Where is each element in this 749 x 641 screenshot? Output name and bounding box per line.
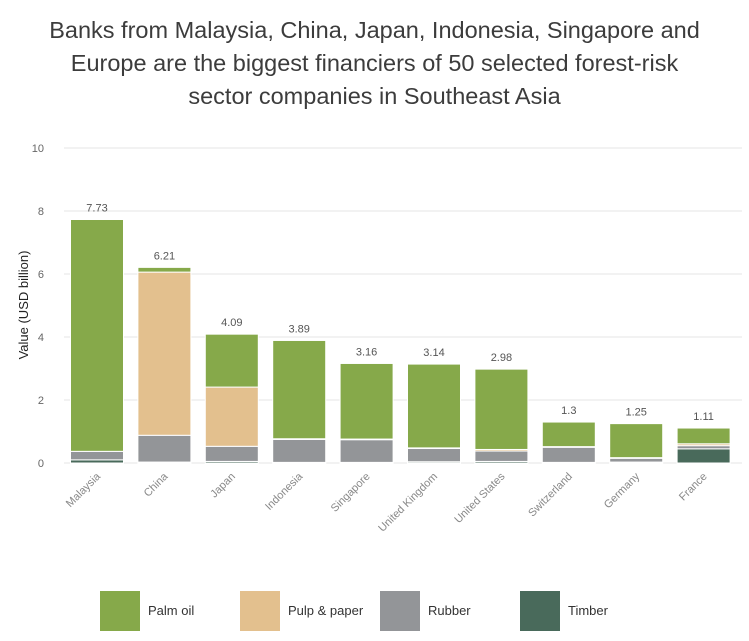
x-tick-label: United Kingdom — [376, 471, 440, 535]
legend-label: Timber — [568, 603, 608, 618]
y-tick-label: 8 — [38, 206, 44, 218]
bar-segment — [474, 368, 529, 450]
bar-segment — [70, 219, 124, 452]
x-tick-label: Indonesia — [263, 470, 306, 513]
chart-title-line-2: Europe are the biggest financiers of 50 … — [70, 50, 679, 76]
chart-title-line-1: Banks from Malaysia, China, Japan, Indon… — [49, 17, 700, 43]
bar-segment — [609, 423, 664, 459]
bars — [70, 219, 731, 464]
legend-swatch — [100, 591, 140, 631]
data-label: 1.3 — [561, 405, 576, 417]
data-label: 3.89 — [288, 323, 309, 335]
data-label: 3.16 — [356, 346, 377, 358]
y-tick-label: 2 — [38, 395, 44, 407]
y-axis-ticks: 0 2 4 6 8 10 — [32, 143, 44, 470]
bar-segment — [676, 448, 731, 464]
legend-swatch — [380, 591, 420, 631]
legend: Palm oil Pulp & paper Rubber Timber — [100, 591, 740, 631]
bar-segment — [204, 333, 259, 388]
y-tick-label: 6 — [38, 269, 44, 281]
chart-title: Banks from Malaysia, China, Japan, Indon… — [0, 14, 749, 113]
x-tick-label: Japan — [208, 471, 238, 501]
bar-segment — [407, 448, 461, 463]
data-label: 1.25 — [625, 407, 646, 419]
bar-segment — [272, 438, 327, 463]
x-tick-label: Switzerland — [526, 471, 575, 520]
bar-segment — [407, 363, 461, 449]
data-label: 3.14 — [423, 347, 444, 359]
bar-segment — [541, 421, 596, 448]
bar-segment — [541, 446, 596, 463]
legend-label: Rubber — [428, 603, 471, 618]
data-label: 2.98 — [491, 352, 512, 364]
x-tick-label: France — [677, 471, 710, 504]
x-tick-label: China — [142, 470, 171, 499]
bar-segment — [339, 362, 394, 440]
bar-segment — [70, 450, 124, 461]
data-label: 1.11 — [693, 411, 714, 423]
bar-segment — [676, 427, 731, 445]
bar-segment — [339, 439, 394, 463]
bar-segment — [609, 457, 664, 463]
bar-segment — [137, 434, 192, 463]
stacked-bar-chart: 0 2 4 6 8 10 Value (USD billion) 7.73 6.21 4.09… — [16, 143, 742, 534]
y-tick-label: 10 — [32, 143, 44, 155]
x-tick-label: Germany — [602, 470, 643, 511]
y-tick-label: 4 — [38, 332, 44, 344]
data-labels: 7.73 6.21 4.09 3.89 3.16 3.14 2.98 1.3 1.25 1.11 — [86, 203, 714, 424]
bar-segment — [137, 266, 192, 273]
data-label: 7.73 — [86, 203, 107, 215]
bar-segment — [272, 339, 327, 440]
data-label: 6.21 — [154, 250, 175, 262]
x-axis-labels: Malaysia China Japan Indonesia Singapore Unit… — [64, 470, 710, 534]
legend-swatch — [240, 591, 280, 631]
bar-segment — [204, 445, 259, 462]
x-tick-label: United States — [452, 470, 508, 526]
legend-label: Pulp & paper — [288, 603, 364, 618]
data-label: 4.09 — [221, 317, 242, 329]
bar-segment — [474, 450, 529, 462]
bar-segment — [137, 271, 192, 436]
bar-segment — [204, 386, 259, 447]
chart-title-line-3: sector companies in Southeast Asia — [188, 83, 561, 109]
y-axis-label: Value (USD billion) — [16, 251, 31, 360]
legend-label: Palm oil — [148, 603, 195, 618]
legend-swatch — [520, 591, 560, 631]
x-tick-label: Malaysia — [64, 470, 104, 510]
x-tick-label: Singapore — [329, 471, 373, 515]
y-tick-label: 0 — [38, 458, 44, 470]
